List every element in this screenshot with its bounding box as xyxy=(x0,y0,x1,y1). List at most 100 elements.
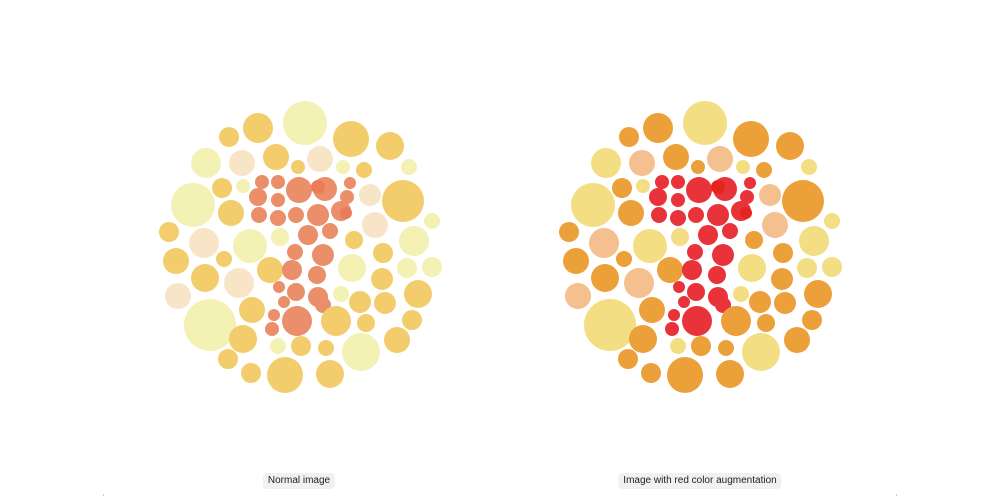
plate-dot xyxy=(399,226,429,256)
plate-dot xyxy=(241,363,261,383)
plate-dot xyxy=(268,309,280,321)
plate-dot xyxy=(773,243,793,263)
plate-dot xyxy=(340,190,354,204)
plate-dot xyxy=(273,281,285,293)
plate-dot xyxy=(191,148,221,178)
plate-dot xyxy=(624,268,654,298)
plate-dot xyxy=(271,193,285,207)
edge-tick-left xyxy=(103,494,104,496)
plate-dot xyxy=(311,180,325,194)
plate-dot xyxy=(218,349,238,369)
plate-dot xyxy=(189,228,219,258)
plate-dot xyxy=(404,280,432,308)
plate-dot xyxy=(629,325,657,353)
plate-dot xyxy=(308,266,326,284)
plate-dot xyxy=(707,204,729,226)
plate-dot xyxy=(283,101,327,145)
plate-dot xyxy=(344,177,356,189)
plate-dot xyxy=(589,228,619,258)
plate-dot xyxy=(374,292,396,314)
plate-dot xyxy=(802,310,822,330)
plate-dot xyxy=(639,297,665,323)
plate-dot xyxy=(649,188,667,206)
plate-dot xyxy=(683,101,727,145)
plate-dot xyxy=(216,251,232,267)
plate-dot xyxy=(271,228,289,246)
plate-dot xyxy=(643,113,673,143)
plate-dot xyxy=(263,144,289,170)
plate-dot xyxy=(667,357,703,393)
plate-dot xyxy=(318,340,334,356)
plate-dot xyxy=(224,268,254,298)
plate-dot xyxy=(307,146,333,172)
plate-dot xyxy=(707,146,733,172)
plate-dot xyxy=(184,299,236,351)
plate-dot xyxy=(270,210,286,226)
plate-dot xyxy=(629,150,655,176)
plate-dot xyxy=(356,162,372,178)
plate-dot xyxy=(757,314,775,332)
plate-dot xyxy=(641,363,661,383)
plate-dot xyxy=(744,177,756,189)
caption-normal-image: Normal image xyxy=(262,473,336,489)
plate-dot xyxy=(422,257,442,277)
plate-dot xyxy=(671,175,685,189)
plate-dot xyxy=(278,296,290,308)
plate-dot xyxy=(373,243,393,263)
plate-dot xyxy=(776,132,804,160)
plate-dot xyxy=(759,184,781,206)
plate-dot xyxy=(591,264,619,292)
plate-dot xyxy=(742,333,780,371)
plate-dot xyxy=(165,283,191,309)
plate-dot xyxy=(591,148,621,178)
plate-dot xyxy=(271,175,285,189)
plate-dot xyxy=(376,132,404,160)
plate-dot xyxy=(655,175,669,189)
plate-dot xyxy=(333,286,349,302)
plate-dot xyxy=(691,336,711,356)
plate-dot xyxy=(229,325,257,353)
augmented-plate xyxy=(559,101,842,393)
plate-dot xyxy=(282,306,312,336)
plate-dot xyxy=(338,254,366,282)
plate-dot xyxy=(233,229,267,263)
plate-dot xyxy=(401,159,417,175)
plate-dot xyxy=(424,213,440,229)
plate-dot xyxy=(716,360,744,388)
plate-dot xyxy=(236,179,250,193)
plate-dot xyxy=(397,258,417,278)
plate-dot xyxy=(249,188,267,206)
plate-dot xyxy=(287,283,305,301)
plate-dot xyxy=(691,160,705,174)
plate-dot xyxy=(738,254,766,282)
plate-dot xyxy=(218,200,244,226)
plate-dot xyxy=(682,306,712,336)
plate-dot xyxy=(687,244,703,260)
plate-dot xyxy=(671,228,689,246)
plate-dot xyxy=(291,160,305,174)
plate-dot xyxy=(804,280,832,308)
plate-dot xyxy=(333,121,369,157)
plate-dot xyxy=(163,248,189,274)
plate-dot xyxy=(762,212,788,238)
plate-dot xyxy=(571,183,615,227)
plate-dot xyxy=(668,309,680,321)
plate-dot xyxy=(267,357,303,393)
normal-plate xyxy=(159,101,442,393)
plate-dot xyxy=(733,286,749,302)
plate-dot xyxy=(740,190,754,204)
plate-dot xyxy=(307,204,329,226)
plate-dot xyxy=(733,121,769,157)
plate-dot xyxy=(745,231,763,249)
plate-dot xyxy=(698,225,718,245)
plate-dot xyxy=(298,225,318,245)
plate-dot xyxy=(618,349,638,369)
plate-dot xyxy=(239,297,265,323)
plate-dot xyxy=(402,310,422,330)
plate-dot xyxy=(618,200,644,226)
plate-dot xyxy=(291,336,311,356)
plate-dot xyxy=(670,338,686,354)
plate-dot xyxy=(711,180,725,194)
caption-red-augmentation: Image with red color augmentation xyxy=(618,473,782,489)
